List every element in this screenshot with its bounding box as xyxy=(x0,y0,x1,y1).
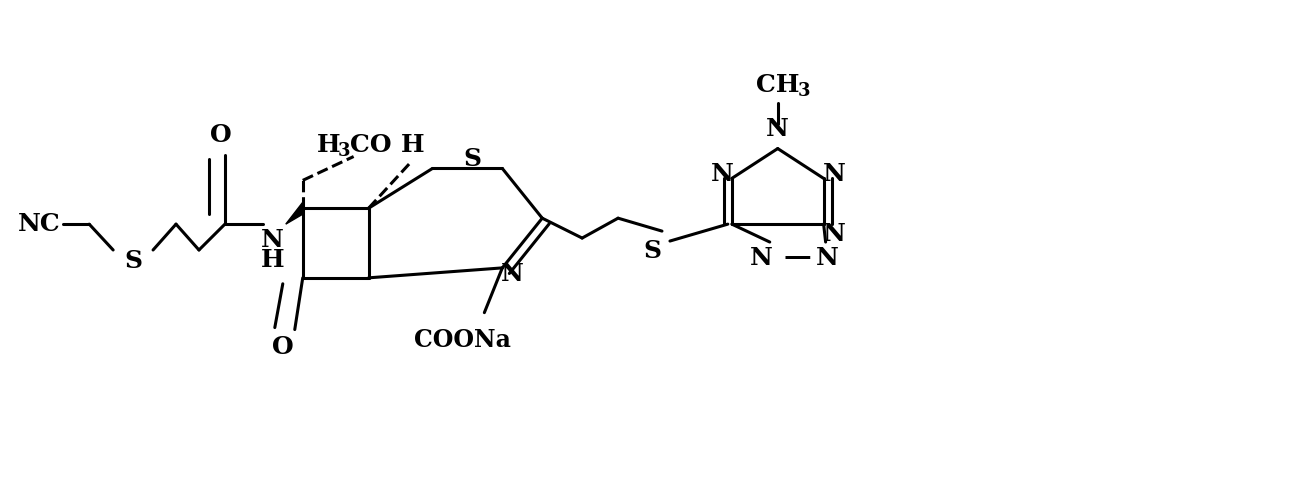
Text: CH: CH xyxy=(757,73,800,97)
Text: 3: 3 xyxy=(338,141,350,160)
Text: N: N xyxy=(823,222,846,246)
Text: CO: CO xyxy=(350,132,391,157)
Text: S: S xyxy=(124,249,142,273)
Polygon shape xyxy=(286,202,303,224)
Text: S: S xyxy=(644,239,660,263)
Text: O: O xyxy=(272,335,294,360)
Text: NC: NC xyxy=(18,212,61,236)
Text: H: H xyxy=(317,132,341,157)
Text: N: N xyxy=(766,117,789,141)
Text: 3: 3 xyxy=(797,82,810,100)
Text: N: N xyxy=(816,246,838,270)
Text: N: N xyxy=(823,162,846,186)
Text: COONa: COONa xyxy=(413,328,511,353)
Text: N: N xyxy=(750,246,773,270)
Text: S: S xyxy=(463,146,481,171)
Text: N: N xyxy=(710,162,733,186)
Text: N: N xyxy=(261,228,285,252)
Text: O: O xyxy=(211,123,231,147)
Text: —: — xyxy=(784,245,811,271)
Text: H: H xyxy=(400,132,424,157)
Text: N: N xyxy=(500,262,524,286)
Text: H: H xyxy=(261,248,285,272)
